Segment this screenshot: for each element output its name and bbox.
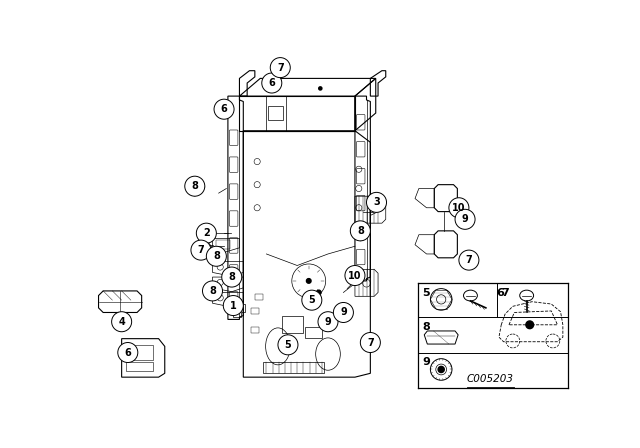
Circle shape <box>449 198 469 218</box>
Circle shape <box>118 343 138 362</box>
Text: 10: 10 <box>348 271 362 280</box>
Circle shape <box>221 267 242 287</box>
Text: 9: 9 <box>324 317 332 327</box>
Circle shape <box>185 176 205 196</box>
Circle shape <box>307 279 311 283</box>
Circle shape <box>459 250 479 270</box>
Circle shape <box>214 99 234 119</box>
Text: 5: 5 <box>308 295 316 305</box>
Circle shape <box>318 312 338 332</box>
Text: 7: 7 <box>367 337 374 348</box>
Circle shape <box>367 192 387 212</box>
Text: 7: 7 <box>198 245 204 255</box>
Circle shape <box>191 240 211 260</box>
Circle shape <box>302 290 322 310</box>
Circle shape <box>111 312 132 332</box>
Text: 7: 7 <box>501 288 509 298</box>
Circle shape <box>202 281 223 301</box>
Text: 9: 9 <box>340 307 347 318</box>
Text: 6: 6 <box>268 78 275 88</box>
Circle shape <box>350 221 371 241</box>
Text: 9: 9 <box>461 214 468 224</box>
Circle shape <box>526 321 534 329</box>
Circle shape <box>316 290 321 295</box>
Text: 6: 6 <box>497 288 504 298</box>
Text: C005203: C005203 <box>466 374 513 384</box>
Circle shape <box>318 86 323 91</box>
Circle shape <box>333 302 353 323</box>
Circle shape <box>345 266 365 285</box>
Text: 4: 4 <box>118 317 125 327</box>
Circle shape <box>196 223 216 243</box>
Circle shape <box>270 58 291 78</box>
Circle shape <box>278 335 298 355</box>
Text: 5: 5 <box>285 340 291 350</box>
Text: 5: 5 <box>422 288 429 298</box>
Text: 1: 1 <box>230 301 237 310</box>
Text: 8: 8 <box>228 272 235 282</box>
Text: 8: 8 <box>422 322 429 332</box>
Circle shape <box>223 296 243 315</box>
Text: 8: 8 <box>357 226 364 236</box>
Text: 8: 8 <box>191 181 198 191</box>
Circle shape <box>455 209 475 229</box>
Text: 7: 7 <box>277 63 284 73</box>
Text: 2: 2 <box>203 228 210 238</box>
Circle shape <box>206 246 227 266</box>
Text: 10: 10 <box>452 203 466 213</box>
Text: 9: 9 <box>422 357 430 367</box>
Circle shape <box>360 332 380 353</box>
Text: 6: 6 <box>124 348 131 358</box>
Circle shape <box>262 73 282 93</box>
Text: 3: 3 <box>373 198 380 207</box>
Text: 7: 7 <box>465 255 472 265</box>
Text: 6: 6 <box>221 104 227 114</box>
Text: 8: 8 <box>213 251 220 261</box>
Text: 8: 8 <box>209 286 216 296</box>
Circle shape <box>438 366 444 373</box>
